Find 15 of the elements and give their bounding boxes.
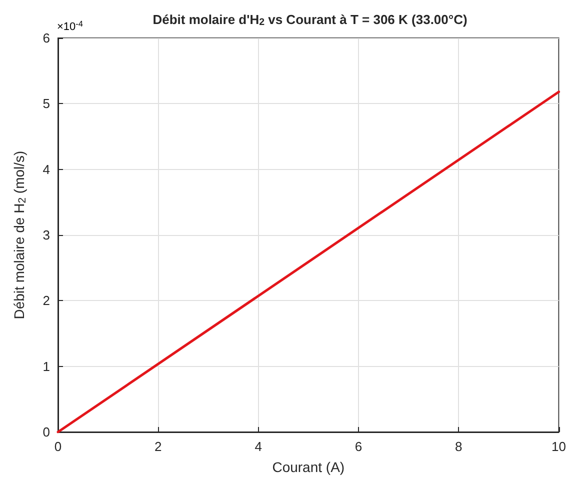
x-axis-title: Courant (A) [272,459,345,475]
x-tick-label: 4 [254,439,262,454]
x-tick-label: 0 [54,439,62,454]
y-tick-label: 2 [42,293,50,308]
y-tick-label: 0 [42,424,50,440]
y-tick-label: 3 [42,228,50,242]
y-tick-label: 6 [42,30,50,46]
y-tick-label: 4 [42,162,50,177]
y-tick-label: 1 [42,358,50,374]
x-tick-label: 6 [354,439,362,454]
x-tick-label: 2 [154,439,162,454]
x-tick-label: 10 [552,439,566,454]
x-tick-label: 8 [455,439,462,454]
y-axis-title: Débit molaire de H2 (mol/s) [11,150,28,320]
y-tick-label: 5 [42,96,50,112]
